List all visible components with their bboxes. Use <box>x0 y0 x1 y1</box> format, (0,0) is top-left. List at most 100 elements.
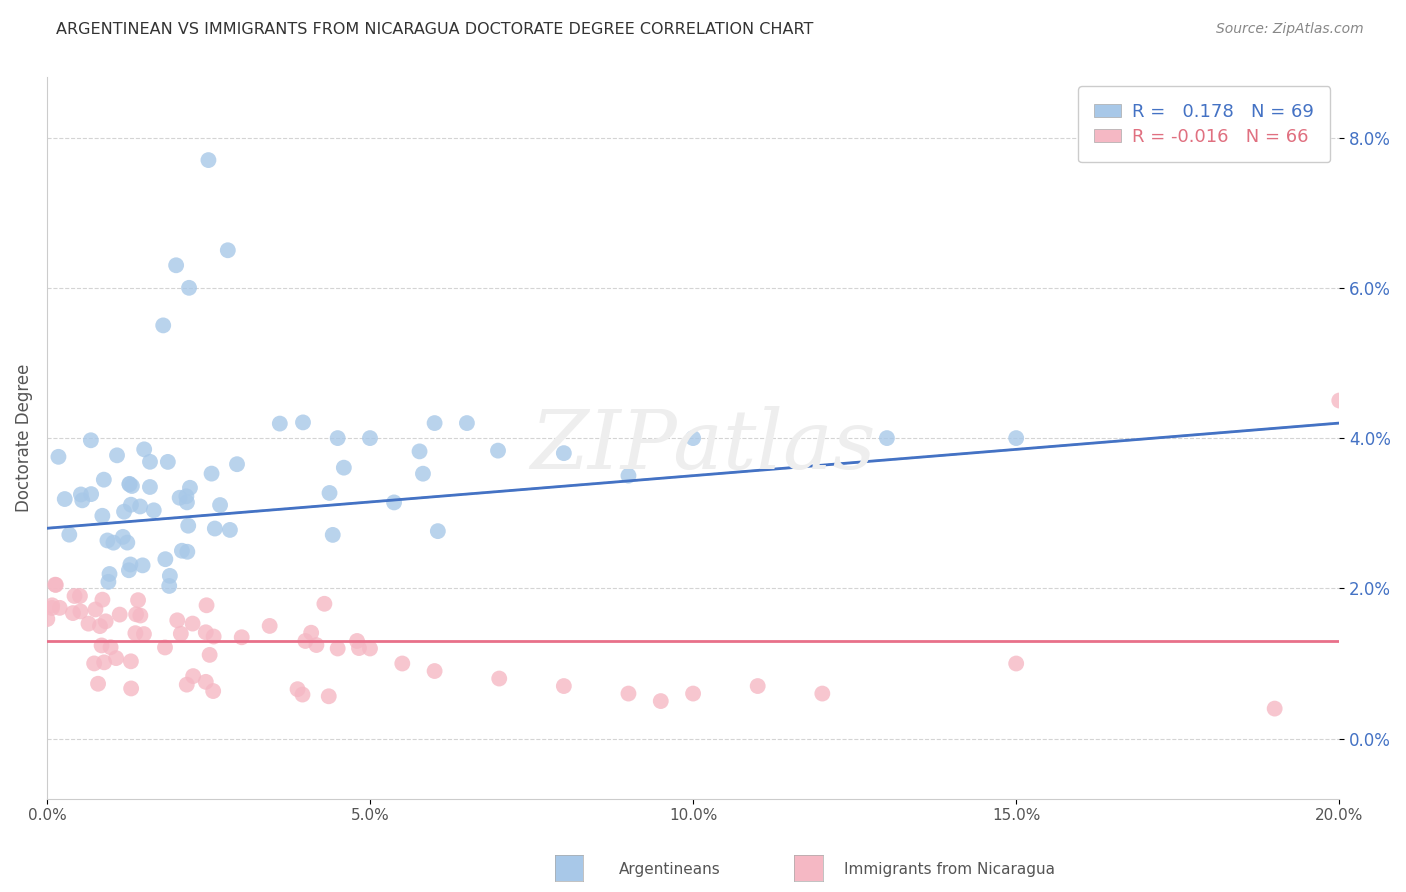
Point <box>165 258 187 272</box>
Point <box>347 641 370 656</box>
Point <box>359 641 381 656</box>
Point <box>1005 431 1028 445</box>
Point <box>63 589 86 603</box>
Point <box>41 599 63 613</box>
Point <box>131 558 153 573</box>
Point <box>48 600 70 615</box>
Legend: R =   0.178   N = 69, R = -0.016   N = 66: R = 0.178 N = 69, R = -0.016 N = 66 <box>1078 87 1330 162</box>
Point <box>747 679 769 693</box>
Point <box>121 479 143 493</box>
Text: ARGENTINEAN VS IMMIGRANTS FROM NICARAGUA DOCTORATE DEGREE CORRELATION CHART: ARGENTINEAN VS IMMIGRANTS FROM NICARAGUA… <box>56 22 814 37</box>
Point <box>132 627 155 641</box>
Point <box>152 318 174 333</box>
Point <box>322 528 344 542</box>
Point <box>153 640 176 655</box>
Point <box>202 684 225 698</box>
Point <box>176 489 198 503</box>
Point <box>80 487 103 501</box>
Point <box>176 678 198 692</box>
Point <box>134 442 156 457</box>
Point <box>120 654 142 668</box>
Point <box>70 487 93 501</box>
Point <box>177 281 200 295</box>
Point <box>83 657 105 671</box>
Point <box>194 674 217 689</box>
Point <box>120 558 142 572</box>
Point <box>195 599 218 613</box>
Point <box>682 687 704 701</box>
Point <box>97 574 120 589</box>
Point <box>179 481 201 495</box>
Point <box>198 648 221 662</box>
Point <box>157 579 180 593</box>
Point <box>181 616 204 631</box>
Point <box>62 606 84 620</box>
Text: Immigrants from Nicaragua: Immigrants from Nicaragua <box>844 863 1054 877</box>
Point <box>118 476 141 491</box>
Point <box>682 431 704 445</box>
Point <box>259 619 281 633</box>
Point <box>486 443 509 458</box>
Point <box>217 244 239 258</box>
Point <box>333 460 356 475</box>
Point <box>41 601 63 615</box>
Point <box>37 612 59 626</box>
Point <box>391 657 413 671</box>
Point <box>127 593 149 607</box>
Point <box>423 664 446 678</box>
Point <box>305 638 328 652</box>
Point <box>129 500 152 514</box>
Point <box>326 641 349 656</box>
Point <box>169 491 191 505</box>
Point <box>426 524 449 538</box>
Point <box>53 491 76 506</box>
Point <box>202 630 225 644</box>
Point <box>170 626 193 640</box>
Point <box>553 679 575 693</box>
Point <box>69 604 91 618</box>
Point <box>176 495 198 509</box>
Point <box>170 543 193 558</box>
Point <box>84 602 107 616</box>
Point <box>80 434 103 448</box>
Point <box>91 508 114 523</box>
Point <box>231 630 253 644</box>
Point <box>118 563 141 577</box>
Point <box>117 535 139 549</box>
Point <box>108 607 131 622</box>
Point <box>209 498 232 512</box>
Point <box>156 455 179 469</box>
Point <box>1005 657 1028 671</box>
Point <box>382 495 405 509</box>
Point <box>166 613 188 627</box>
Point <box>45 578 67 592</box>
Point <box>94 615 117 629</box>
Point <box>69 589 91 603</box>
Point <box>103 535 125 549</box>
Point <box>48 450 70 464</box>
Point <box>408 444 430 458</box>
Point <box>89 619 111 633</box>
Point <box>617 687 640 701</box>
Point <box>412 467 434 481</box>
Point <box>111 530 134 544</box>
Point <box>124 626 146 640</box>
Point <box>204 522 226 536</box>
Point <box>1264 701 1286 715</box>
Point <box>456 416 478 430</box>
Point <box>219 523 242 537</box>
Point <box>142 503 165 517</box>
Point <box>197 153 219 167</box>
Point <box>650 694 672 708</box>
Point <box>93 473 115 487</box>
Point <box>177 518 200 533</box>
Point <box>488 672 510 686</box>
Text: Source: ZipAtlas.com: Source: ZipAtlas.com <box>1216 22 1364 37</box>
Point <box>96 533 118 548</box>
Point <box>269 417 291 431</box>
Point <box>200 467 222 481</box>
Point <box>155 552 177 566</box>
Point <box>58 527 80 541</box>
Point <box>553 446 575 460</box>
Point <box>77 616 100 631</box>
